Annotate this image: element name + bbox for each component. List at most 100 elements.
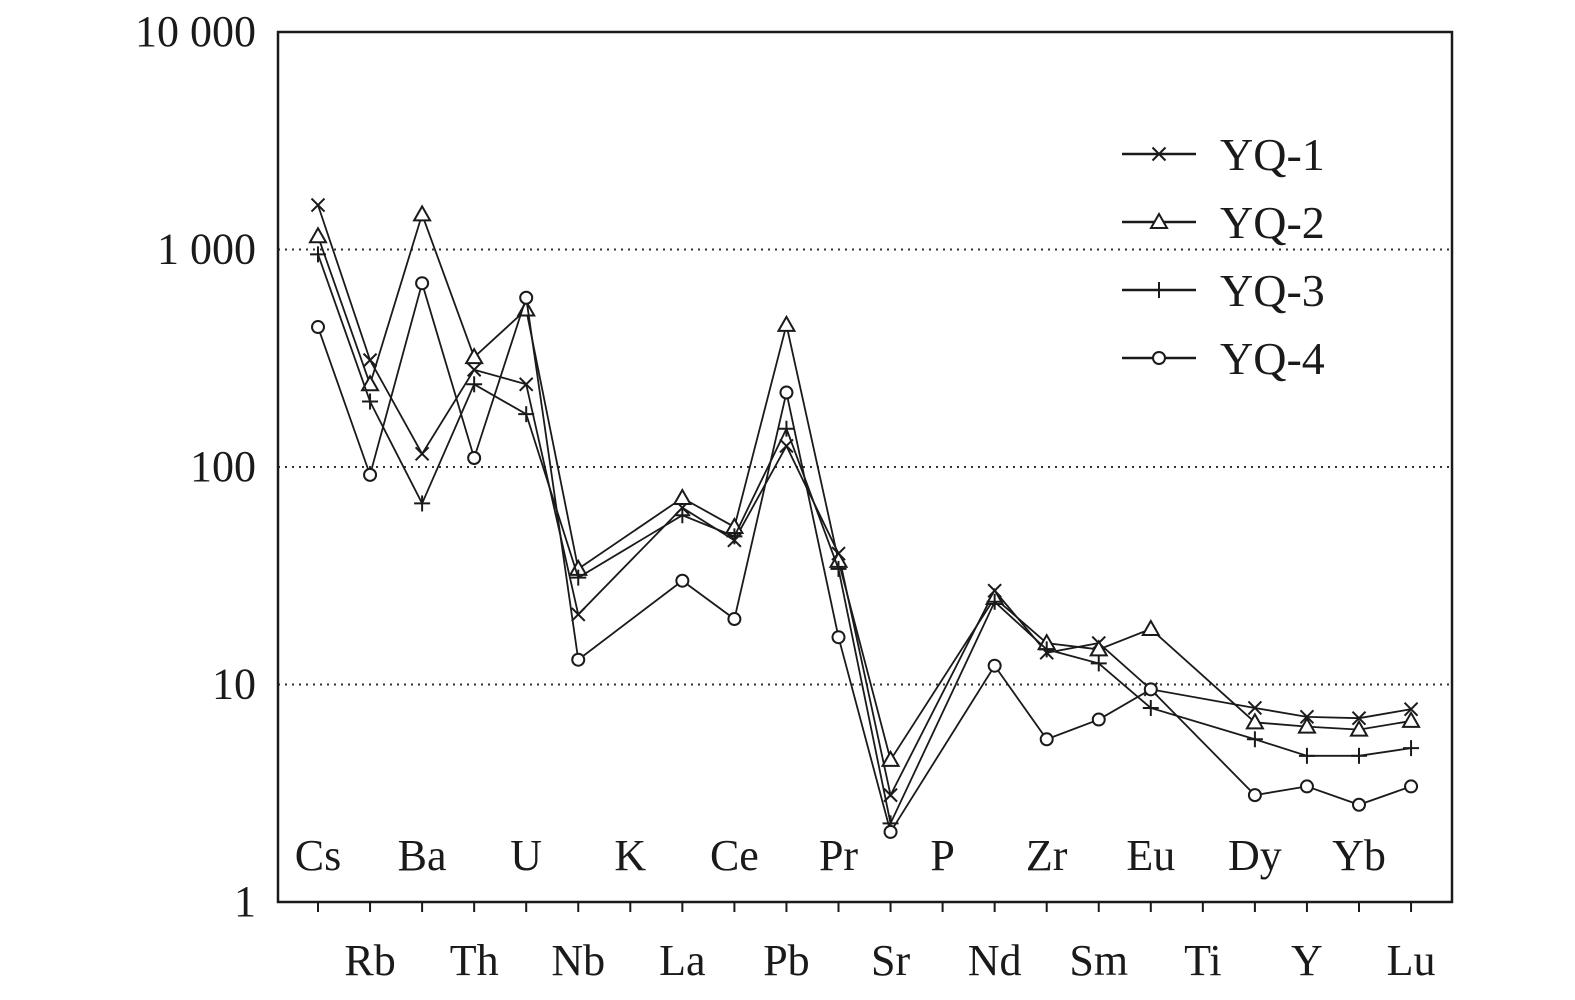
data-point-YQ-3 bbox=[986, 593, 1003, 610]
legend-marker bbox=[1151, 146, 1167, 162]
x-tick-label-Zr: Zr bbox=[1026, 831, 1068, 880]
data-point-YQ-4 bbox=[571, 652, 586, 667]
data-point-YQ-3 bbox=[1142, 699, 1159, 716]
data-point-YQ-4 bbox=[1039, 732, 1054, 747]
y-tick-label: 1 bbox=[234, 877, 256, 926]
x-tick-label-K: K bbox=[614, 831, 646, 880]
legend-label: YQ-1 bbox=[1220, 129, 1325, 180]
x-tick-label-Ti: Ti bbox=[1184, 936, 1222, 985]
data-point-YQ-3 bbox=[1090, 655, 1107, 672]
legend-item-YQ-3: YQ-3 bbox=[1122, 265, 1325, 316]
legend-item-YQ-1: YQ-1 bbox=[1122, 129, 1325, 180]
data-point-YQ-4 bbox=[311, 320, 325, 335]
data-point-YQ-3 bbox=[830, 560, 847, 577]
legend-label: YQ-4 bbox=[1220, 333, 1325, 384]
data-point-YQ-1 bbox=[518, 377, 534, 392]
data-point-YQ-3 bbox=[570, 569, 587, 586]
x-tick-label-Th: Th bbox=[450, 936, 499, 985]
data-point-YQ-3 bbox=[1403, 740, 1420, 757]
data-point-YQ-2 bbox=[308, 226, 328, 244]
data-point-YQ-2 bbox=[776, 314, 797, 332]
y-tick-label: 10 bbox=[212, 660, 256, 709]
data-point-YQ-2 bbox=[1089, 639, 1109, 657]
data-point-YQ-2 bbox=[1245, 712, 1265, 730]
data-point-YQ-4 bbox=[1247, 788, 1262, 803]
data-point-YQ-1 bbox=[1247, 700, 1263, 716]
data-point-YQ-3 bbox=[362, 393, 379, 410]
x-tick-label-La: La bbox=[659, 936, 705, 985]
data-point-YQ-3 bbox=[778, 420, 795, 437]
data-point-YQ-1 bbox=[362, 352, 378, 368]
data-point-YQ-2 bbox=[412, 204, 432, 222]
series-YQ-3 bbox=[310, 246, 1420, 832]
x-tick-label-Dy: Dy bbox=[1228, 831, 1282, 880]
data-point-YQ-3 bbox=[518, 406, 535, 423]
x-tick-label-Sr: Sr bbox=[871, 936, 910, 985]
x-tick-label-Nd: Nd bbox=[968, 936, 1022, 985]
legend-label: YQ-2 bbox=[1220, 197, 1325, 248]
legend-item-YQ-4: YQ-4 bbox=[1122, 333, 1325, 384]
legend-marker bbox=[1151, 282, 1167, 298]
data-point-YQ-4 bbox=[675, 573, 690, 588]
x-tick-label-Cs: Cs bbox=[295, 831, 341, 880]
data-point-YQ-1 bbox=[1351, 710, 1367, 726]
x-tick-label-U: U bbox=[510, 831, 542, 880]
series-layer bbox=[308, 197, 1421, 839]
x-tick-label-Pr: Pr bbox=[819, 831, 858, 880]
x-tick-label-Ba: Ba bbox=[398, 831, 447, 880]
y-tick-label: 1 000 bbox=[157, 225, 256, 274]
data-point-YQ-4 bbox=[727, 612, 742, 627]
x-tick-label-Ce: Ce bbox=[710, 831, 759, 880]
data-point-YQ-3 bbox=[1351, 747, 1367, 764]
data-point-YQ-4 bbox=[883, 824, 898, 839]
x-tick-label-Sm: Sm bbox=[1069, 936, 1128, 985]
data-point-YQ-2 bbox=[360, 374, 380, 392]
legend-label: YQ-3 bbox=[1220, 265, 1325, 316]
y-tick-label: 10 000 bbox=[135, 7, 256, 56]
data-point-YQ-4 bbox=[1143, 682, 1158, 697]
data-point-YQ-1 bbox=[466, 362, 482, 377]
data-point-YQ-1 bbox=[571, 607, 586, 622]
data-point-YQ-1 bbox=[1403, 701, 1419, 717]
data-point-YQ-4 bbox=[519, 290, 534, 305]
data-point-YQ-2 bbox=[880, 749, 901, 767]
x-tick-label-Lu: Lu bbox=[1387, 936, 1436, 985]
data-point-YQ-1 bbox=[310, 197, 326, 213]
y-tick-label: 100 bbox=[190, 442, 256, 491]
data-point-YQ-2 bbox=[464, 347, 484, 365]
data-point-YQ-4 bbox=[831, 630, 846, 645]
data-point-YQ-3 bbox=[726, 528, 743, 545]
axis-layer: 1 10 100 1 000 10 000 Cs Rb Ba Th U Nb K La Ce Pb Pr Sr P… bbox=[135, 7, 1435, 985]
x-tick-label-Pb: Pb bbox=[763, 936, 809, 985]
data-point-YQ-2 bbox=[1349, 719, 1369, 737]
x-tick-label-Yb: Yb bbox=[1332, 831, 1386, 880]
data-point-YQ-3 bbox=[414, 495, 431, 512]
legend-marker bbox=[1152, 351, 1166, 365]
data-point-YQ-2 bbox=[1297, 716, 1317, 734]
legend-item-YQ-2: YQ-2 bbox=[1122, 197, 1325, 248]
data-point-YQ-2 bbox=[1141, 618, 1161, 636]
data-point-YQ-4 bbox=[987, 658, 1002, 673]
x-tick-label-Eu: Eu bbox=[1126, 831, 1175, 880]
data-point-YQ-4 bbox=[1352, 797, 1366, 812]
data-point-YQ-3 bbox=[1298, 747, 1315, 764]
legend-marker bbox=[1149, 211, 1169, 229]
data-point-YQ-3 bbox=[310, 246, 326, 263]
plot-frame bbox=[276, 30, 1454, 904]
data-point-YQ-4 bbox=[467, 450, 482, 465]
data-point-YQ-4 bbox=[779, 385, 794, 400]
data-point-YQ-3 bbox=[1246, 731, 1263, 748]
data-point-YQ-3 bbox=[674, 507, 691, 524]
data-point-YQ-4 bbox=[1091, 712, 1106, 727]
x-tick-label-Rb: Rb bbox=[344, 936, 395, 985]
data-point-YQ-4 bbox=[1299, 779, 1314, 794]
data-point-YQ-4 bbox=[415, 276, 430, 291]
data-point-YQ-4 bbox=[363, 467, 378, 482]
data-point-YQ-3 bbox=[466, 376, 483, 393]
legend: YQ-1 YQ-2 YQ-3 YQ-4 bbox=[1122, 129, 1325, 384]
x-tick-label-P: P bbox=[930, 831, 954, 880]
data-point-YQ-2 bbox=[672, 488, 693, 506]
x-tick-label-Nb: Nb bbox=[551, 936, 605, 985]
data-point-YQ-1 bbox=[414, 446, 430, 462]
